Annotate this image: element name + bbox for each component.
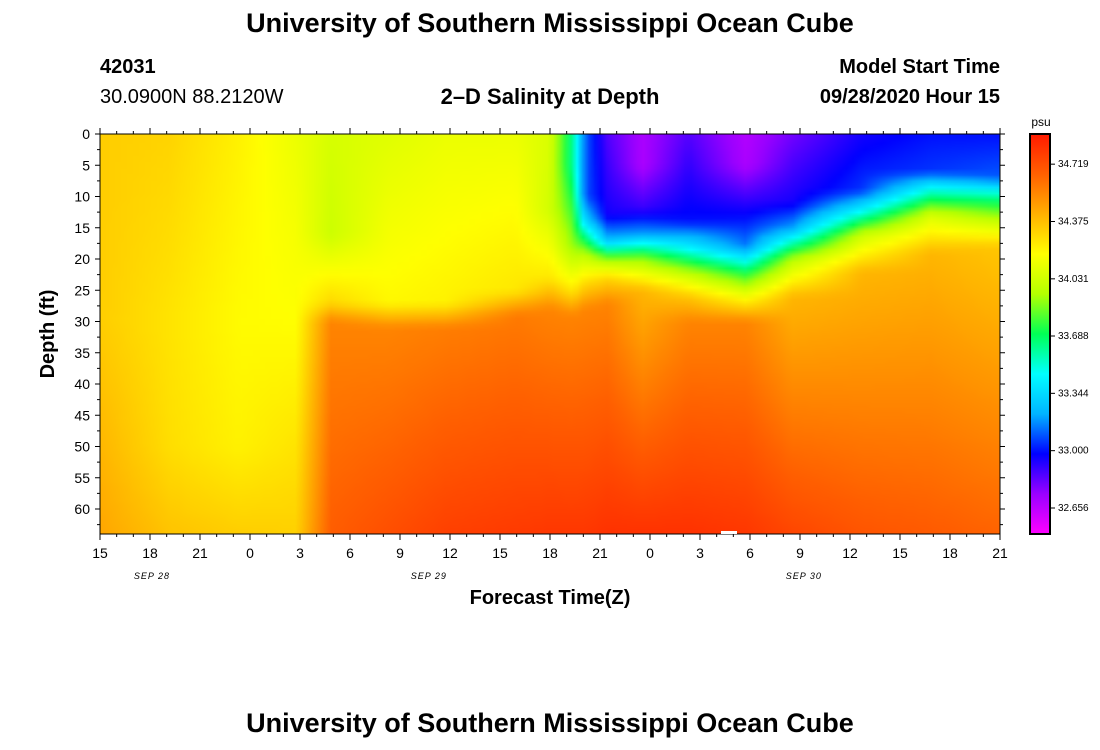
x-tick-label: 18: [942, 545, 958, 561]
x-tick-label: 3: [296, 545, 304, 561]
x-tick-label: 6: [346, 545, 354, 561]
colorbar-tick-label: 32.656: [1058, 503, 1089, 514]
date-label: SEP 29: [411, 571, 447, 581]
y-tick-label: 60: [74, 501, 90, 517]
x-tick-label: 21: [992, 545, 1008, 561]
x-tick-label: 18: [142, 545, 158, 561]
date-label: SEP 30: [786, 571, 822, 581]
date-labels: SEP 28 SEP 29 SEP 30: [134, 571, 822, 581]
x-tick-label: 15: [892, 545, 908, 561]
x-axis-title: Forecast Time(Z): [470, 587, 631, 609]
y-tick-label: 30: [74, 314, 90, 330]
chart-subtitle: 2–D Salinity at Depth: [440, 84, 660, 109]
station-coordinates: 30.0900N 88.2120W: [100, 86, 284, 108]
surface-marker: [721, 531, 737, 534]
x-tick-label: 0: [246, 545, 254, 561]
y-tick-label: 20: [74, 251, 90, 267]
colorbar-tick-label: 34.719: [1058, 159, 1089, 170]
colorbar-tick-label: 33.344: [1058, 388, 1089, 399]
x-tick-label: 18: [542, 545, 558, 561]
y-tick-label: 40: [74, 376, 90, 392]
x-tick-label: 6: [746, 545, 754, 561]
model-start-value: 09/28/2020 Hour 15: [819, 86, 1000, 108]
main-title: University of Southern Mississippi Ocean…: [246, 8, 854, 38]
y-tick-label: 10: [74, 189, 90, 205]
x-tick-label: 0: [646, 545, 654, 561]
y-tick-label: 25: [74, 282, 90, 298]
y-tick-label: 55: [74, 470, 90, 486]
y-tick-label: 35: [74, 345, 90, 361]
y-axis: 0 5 10 15 20 25 30 35 40 45 50 55 60: [74, 126, 1005, 526]
x-tick-label: 21: [592, 545, 608, 561]
date-label: SEP 28: [134, 571, 170, 581]
x-tick-label: 15: [92, 545, 108, 561]
x-tick-label: 9: [796, 545, 804, 561]
y-tick-label: 0: [82, 126, 90, 142]
colorbar-ticks: 34.719 34.375 34.031 33.688 33.344 33.000 32.6…: [1050, 159, 1089, 514]
colorbar-tick-label: 34.031: [1058, 274, 1089, 285]
station-id: 42031: [100, 56, 156, 78]
x-axis: 15 18 21 0 3 6 9 12 15 18 21 0 3 6 9 12 15 18 21: [92, 128, 1008, 561]
y-tick-label: 5: [82, 157, 90, 173]
salinity-heatmap: [100, 134, 1000, 534]
y-tick-label: 15: [74, 220, 90, 236]
footer-title: University of Southern Mississippi Ocean…: [246, 708, 854, 738]
x-tick-label: 3: [696, 545, 704, 561]
colorbar-tick-label: 33.688: [1058, 331, 1089, 342]
colorbar-tick-label: 33.000: [1058, 446, 1089, 457]
y-axis-title: Depth (ft): [37, 290, 59, 379]
y-tick-label: 50: [74, 439, 90, 455]
colorbar-unit-label: psu: [1031, 115, 1050, 129]
x-tick-label: 12: [842, 545, 858, 561]
x-tick-label: 21: [192, 545, 208, 561]
colorbar: [1029, 133, 1051, 535]
x-tick-label: 9: [396, 545, 404, 561]
y-tick-label: 45: [74, 407, 90, 423]
model-start-label: Model Start Time: [839, 56, 1000, 78]
x-tick-label: 15: [492, 545, 508, 561]
colorbar-tick-label: 34.375: [1058, 217, 1089, 228]
x-tick-label: 12: [442, 545, 458, 561]
